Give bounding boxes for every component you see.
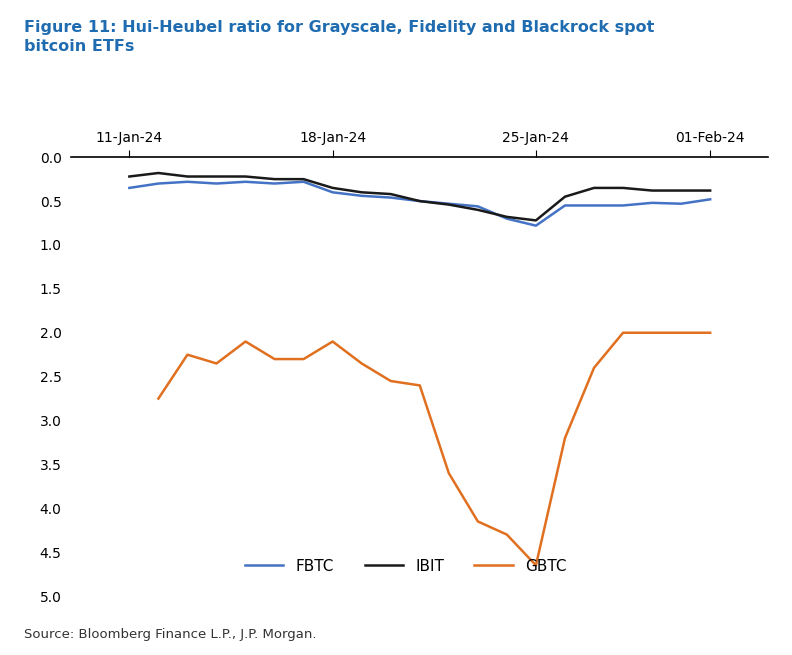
IBIT (357, 189, 367, 196)
GBTC (357, 360, 367, 367)
GBTC (619, 329, 628, 337)
FBTC (183, 178, 192, 186)
FBTC (154, 179, 163, 187)
Text: Source: Bloomberg Finance L.P., J.P. Morgan.: Source: Bloomberg Finance L.P., J.P. Mor… (24, 627, 316, 641)
GBTC (560, 434, 569, 442)
FBTC (211, 179, 221, 187)
GBTC (444, 469, 454, 477)
GBTC (589, 364, 599, 372)
FBTC (386, 194, 395, 202)
FBTC (560, 202, 569, 210)
IBIT (589, 184, 599, 192)
GBTC (676, 329, 686, 337)
FBTC (502, 215, 512, 223)
Legend: FBTC, IBIT, GBTC: FBTC, IBIT, GBTC (239, 552, 573, 580)
IBIT (415, 197, 425, 205)
Line: FBTC: FBTC (129, 182, 710, 226)
FBTC (299, 178, 308, 186)
FBTC (531, 222, 541, 230)
IBIT (183, 172, 192, 180)
IBIT (154, 169, 163, 177)
FBTC (706, 195, 715, 203)
FBTC (676, 200, 686, 208)
FBTC (444, 200, 454, 208)
IBIT (647, 187, 657, 195)
FBTC (589, 202, 599, 210)
FBTC (415, 197, 425, 205)
IBIT (241, 172, 250, 180)
IBIT (619, 184, 628, 192)
IBIT (444, 200, 454, 208)
IBIT (124, 172, 134, 180)
IBIT (386, 190, 395, 198)
Line: IBIT: IBIT (129, 173, 710, 220)
GBTC (211, 360, 221, 367)
FBTC (328, 189, 337, 196)
FBTC (473, 202, 482, 210)
GBTC (386, 377, 395, 385)
IBIT (676, 187, 686, 195)
IBIT (328, 184, 337, 192)
FBTC (270, 179, 280, 187)
GBTC (706, 329, 715, 337)
GBTC (473, 517, 482, 525)
FBTC (357, 192, 367, 200)
GBTC (299, 355, 308, 363)
IBIT (211, 172, 221, 180)
IBIT (473, 206, 482, 214)
GBTC (241, 337, 250, 345)
FBTC (619, 202, 628, 210)
IBIT (560, 193, 569, 200)
Text: Figure 11: Hui-Heubel ratio for Grayscale, Fidelity and Blackrock spot
bitcoin E: Figure 11: Hui-Heubel ratio for Grayscal… (24, 20, 654, 54)
FBTC (241, 178, 250, 186)
GBTC (531, 561, 541, 569)
GBTC (154, 394, 163, 402)
GBTC (647, 329, 657, 337)
FBTC (124, 184, 134, 192)
GBTC (502, 531, 512, 538)
GBTC (183, 351, 192, 359)
IBIT (502, 213, 512, 221)
GBTC (328, 337, 337, 345)
GBTC (415, 381, 425, 389)
IBIT (531, 216, 541, 224)
IBIT (299, 175, 308, 183)
GBTC (270, 355, 280, 363)
IBIT (270, 175, 280, 183)
Line: GBTC: GBTC (158, 333, 710, 565)
IBIT (706, 187, 715, 195)
FBTC (647, 199, 657, 207)
